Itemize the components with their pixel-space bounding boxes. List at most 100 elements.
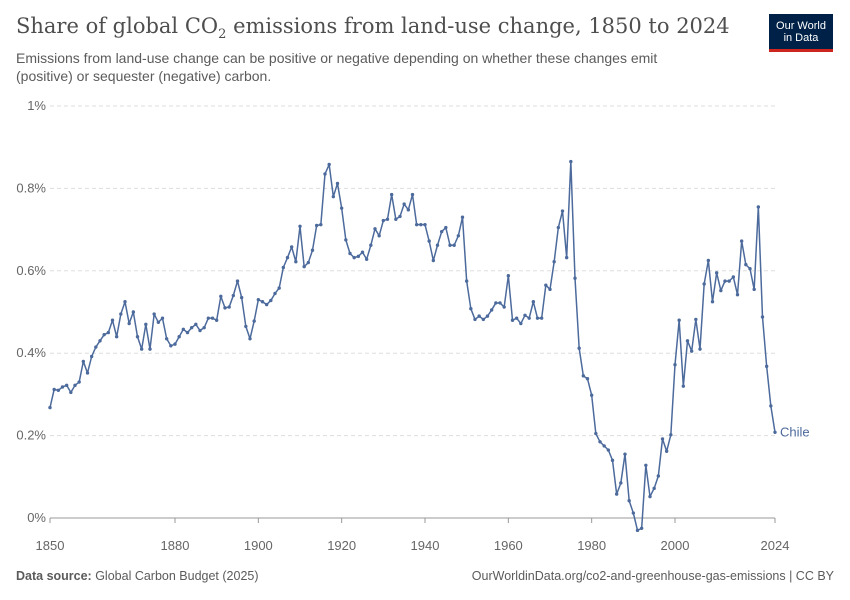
data-point[interactable] <box>173 342 177 346</box>
data-point[interactable] <box>706 258 711 263</box>
data-point[interactable] <box>298 224 302 229</box>
data-point[interactable] <box>435 243 440 247</box>
data-point[interactable] <box>589 393 594 397</box>
data-point[interactable] <box>114 335 119 339</box>
data-point[interactable] <box>273 291 277 296</box>
data-point[interactable] <box>614 492 619 496</box>
data-point[interactable] <box>160 316 165 320</box>
data-point[interactable] <box>573 276 577 280</box>
data-point[interactable] <box>189 325 194 330</box>
data-point[interactable] <box>414 222 419 227</box>
data-point[interactable] <box>410 192 415 197</box>
data-point[interactable] <box>606 448 611 452</box>
data-point[interactable] <box>331 194 336 199</box>
data-point[interactable] <box>356 254 361 259</box>
data-point[interactable] <box>389 192 394 197</box>
data-point[interactable] <box>419 222 423 227</box>
data-point[interactable] <box>539 316 544 320</box>
data-point[interactable] <box>194 322 198 327</box>
data-point[interactable] <box>235 279 240 283</box>
data-point[interactable] <box>627 498 631 503</box>
data-point[interactable] <box>102 332 106 337</box>
data-point[interactable] <box>460 215 465 219</box>
data-point[interactable] <box>127 321 131 326</box>
data-point[interactable] <box>489 308 494 312</box>
data-point[interactable] <box>327 162 331 167</box>
data-point[interactable] <box>473 317 477 322</box>
data-point[interactable] <box>752 287 756 292</box>
data-point[interactable] <box>48 405 52 410</box>
data-point[interactable] <box>598 440 602 444</box>
data-point[interactable] <box>469 307 473 311</box>
data-point[interactable] <box>123 300 127 304</box>
data-point[interactable] <box>169 344 173 348</box>
data-point[interactable] <box>694 317 698 322</box>
data-point[interactable] <box>727 279 731 283</box>
data-point[interactable] <box>260 300 265 304</box>
data-point[interactable] <box>339 206 344 210</box>
data-point[interactable] <box>448 243 452 247</box>
data-point[interactable] <box>89 354 94 359</box>
data-point[interactable] <box>677 318 681 322</box>
data-point[interactable] <box>360 250 365 254</box>
data-point[interactable] <box>248 337 252 341</box>
data-point[interactable] <box>464 279 469 283</box>
data-point[interactable] <box>664 449 669 453</box>
data-point[interactable] <box>119 312 123 316</box>
data-point[interactable] <box>519 321 523 326</box>
data-point[interactable] <box>610 458 615 463</box>
data-point[interactable] <box>444 225 448 230</box>
data-point[interactable] <box>527 316 531 320</box>
data-point[interactable] <box>60 385 65 389</box>
data-point[interactable] <box>689 349 694 353</box>
data-point[interactable] <box>406 208 411 212</box>
data-point[interactable] <box>514 316 519 320</box>
data-point[interactable] <box>673 363 677 367</box>
data-point[interactable] <box>223 306 227 310</box>
data-point[interactable] <box>735 292 740 297</box>
data-point[interactable] <box>219 294 223 299</box>
data-point[interactable] <box>660 437 665 441</box>
data-point[interactable] <box>231 293 236 298</box>
data-point[interactable] <box>494 301 498 305</box>
data-point[interactable] <box>506 274 511 278</box>
data-point[interactable] <box>364 257 369 261</box>
data-point[interactable] <box>202 325 206 330</box>
data-point[interactable] <box>277 286 281 290</box>
data-point[interactable] <box>73 383 77 388</box>
data-point[interactable] <box>344 238 348 242</box>
data-point[interactable] <box>748 267 752 271</box>
data-point[interactable] <box>481 317 486 322</box>
data-point[interactable] <box>544 283 548 287</box>
data-point[interactable] <box>452 243 456 247</box>
data-point[interactable] <box>535 316 540 320</box>
data-point[interactable] <box>98 339 102 343</box>
data-point[interactable] <box>431 258 436 263</box>
data-point[interactable] <box>77 380 81 384</box>
data-point[interactable] <box>681 384 686 388</box>
data-point[interactable] <box>139 347 144 351</box>
data-point[interactable] <box>385 217 390 221</box>
data-point[interactable] <box>198 328 202 333</box>
data-point[interactable] <box>373 227 377 231</box>
data-point[interactable] <box>239 295 244 300</box>
data-point[interactable] <box>510 318 515 322</box>
data-point[interactable] <box>739 239 744 243</box>
data-point[interactable] <box>423 222 427 227</box>
data-point[interactable] <box>302 264 306 269</box>
data-point[interactable] <box>181 327 186 332</box>
data-point[interactable] <box>319 222 323 227</box>
data-point[interactable] <box>394 217 398 221</box>
data-point[interactable] <box>548 287 552 292</box>
data-point[interactable] <box>756 205 761 209</box>
data-point[interactable] <box>110 318 115 322</box>
data-point[interactable] <box>602 444 606 448</box>
data-point[interactable] <box>485 314 490 318</box>
data-point[interactable] <box>214 318 219 322</box>
data-point[interactable] <box>556 225 561 230</box>
data-point[interactable] <box>306 260 311 265</box>
data-point[interactable] <box>256 297 261 302</box>
data-point[interactable] <box>106 330 111 335</box>
data-point[interactable] <box>335 181 340 186</box>
data-point[interactable] <box>152 312 156 316</box>
